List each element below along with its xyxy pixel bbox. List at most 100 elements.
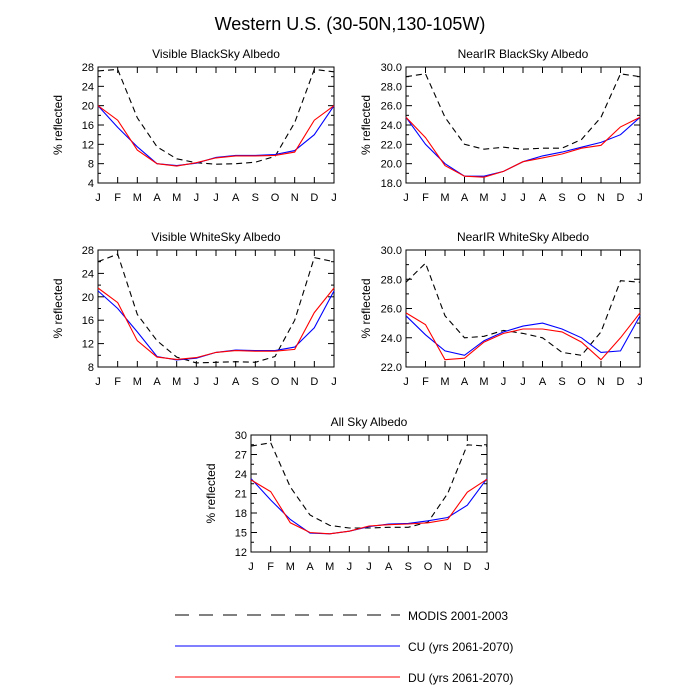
- y-tick-label: 27: [235, 450, 247, 462]
- chart-nearir-blacksky-albedo: NearIR BlackSky Albedo 18.0 20.0 22.0 24.0 26…: [359, 47, 643, 204]
- y-tick-label: 28: [82, 62, 94, 74]
- x-tick-label: A: [232, 192, 240, 204]
- x-tick-label: J: [637, 192, 643, 204]
- y-tick-label: 15: [235, 528, 247, 540]
- x-tick-label: N: [597, 376, 605, 388]
- x-tick-label: S: [405, 561, 412, 573]
- y-tick-label: 26.0: [381, 304, 402, 316]
- x-tick-label: J: [331, 376, 337, 388]
- y-tick-label: 12: [235, 547, 247, 559]
- x-tick-label: J: [213, 376, 219, 388]
- x-tick-label: N: [291, 192, 299, 204]
- x-tick-label: A: [385, 561, 393, 573]
- series-line-cu: [405, 315, 641, 356]
- chart-title: Visible BlackSky Albedo: [152, 47, 280, 61]
- series-line-modis: [405, 262, 641, 356]
- x-tick-label: F: [422, 192, 429, 204]
- series-line-modis: [97, 253, 335, 364]
- legend-label-du: DU (yrs 2061-2070): [408, 671, 513, 685]
- y-tick-label: 24.0: [381, 333, 402, 345]
- x-tick-label: J: [248, 561, 254, 573]
- series-line-du: [250, 478, 488, 535]
- legend: MODIS 2001-2003 CU (yrs 2061-2070) DU (y…: [175, 609, 513, 685]
- x-tick-label: J: [194, 192, 200, 204]
- x-tick-label: A: [539, 376, 547, 388]
- x-tick-label: M: [133, 192, 142, 204]
- y-axis-label: % reflected: [51, 95, 65, 155]
- y-tick-label: 30.0: [381, 62, 402, 74]
- x-tick-label: A: [153, 376, 161, 388]
- y-tick-label: 8: [88, 159, 94, 171]
- y-tick-label: 18: [235, 508, 247, 520]
- x-tick-label: M: [479, 192, 488, 204]
- x-tick-label: A: [306, 561, 314, 573]
- y-tick-label: 22.0: [381, 139, 402, 151]
- plot-frame: [405, 66, 641, 184]
- x-tick-label: M: [325, 561, 334, 573]
- plot-frame: [405, 249, 641, 368]
- x-tick-label: M: [172, 192, 181, 204]
- plot-frame: [97, 66, 335, 184]
- x-tick-label: A: [461, 376, 469, 388]
- x-tick-label: J: [347, 561, 353, 573]
- series-line-modis: [97, 68, 335, 165]
- x-tick-label: S: [252, 192, 259, 204]
- x-tick-label: S: [558, 376, 565, 388]
- x-tick-label: M: [286, 561, 295, 573]
- x-tick-label: D: [617, 192, 625, 204]
- series-line-cu: [405, 116, 641, 177]
- x-tick-label: A: [539, 192, 547, 204]
- legend-item-cu: CU (yrs 2061-2070): [175, 640, 513, 654]
- x-tick-label: O: [577, 192, 586, 204]
- legend-item-modis: MODIS 2001-2003: [175, 609, 508, 623]
- plot-frame: [97, 249, 335, 368]
- y-tick-label: 20: [82, 101, 94, 113]
- x-tick-label: J: [637, 376, 643, 388]
- x-tick-label: F: [267, 561, 274, 573]
- x-tick-label: D: [463, 561, 471, 573]
- x-tick-label: A: [461, 192, 469, 204]
- chart-title: NearIR WhiteSky Albedo: [457, 230, 589, 244]
- series-line-du: [405, 312, 641, 361]
- y-tick-label: 24: [82, 81, 94, 93]
- x-tick-label: M: [440, 376, 449, 388]
- legend-label-cu: CU (yrs 2061-2070): [408, 640, 513, 654]
- y-axis-label: % reflected: [204, 463, 218, 523]
- x-tick-label: A: [153, 192, 161, 204]
- y-tick-label: 20.0: [381, 159, 402, 171]
- y-tick-label: 24: [82, 268, 94, 280]
- y-tick-label: 28.0: [381, 274, 402, 286]
- y-tick-label: 22.0: [381, 362, 402, 374]
- series-line-cu: [97, 105, 335, 167]
- y-tick-label: 12: [82, 339, 94, 351]
- y-axis-label: % reflected: [359, 95, 373, 155]
- x-tick-label: J: [366, 561, 372, 573]
- x-tick-label: M: [133, 376, 142, 388]
- x-tick-label: J: [403, 192, 409, 204]
- x-tick-label: S: [252, 376, 259, 388]
- y-tick-label: 24.0: [381, 120, 402, 132]
- figure-title: Western U.S. (30-50N,130-105W): [215, 14, 486, 34]
- x-tick-label: O: [424, 561, 433, 573]
- x-tick-label: J: [95, 192, 101, 204]
- y-tick-label: 4: [88, 178, 94, 190]
- x-tick-label: F: [114, 376, 121, 388]
- x-tick-label: N: [444, 561, 452, 573]
- y-tick-label: 28.0: [381, 81, 402, 93]
- x-tick-label: O: [271, 192, 280, 204]
- legend-label-modis: MODIS 2001-2003: [408, 609, 508, 623]
- x-tick-label: J: [484, 561, 490, 573]
- x-tick-label: J: [501, 376, 507, 388]
- chart-nearir-whitesky-albedo: NearIR WhiteSky Albedo 22.0 24.0 26.0 28.0 30…: [359, 230, 643, 388]
- x-tick-label: O: [271, 376, 280, 388]
- y-axis-label: % reflected: [51, 278, 65, 338]
- y-tick-label: 30.0: [381, 245, 402, 257]
- x-tick-label: M: [479, 376, 488, 388]
- chart-title: Visible WhiteSky Albedo: [151, 230, 281, 244]
- x-tick-label: J: [501, 192, 507, 204]
